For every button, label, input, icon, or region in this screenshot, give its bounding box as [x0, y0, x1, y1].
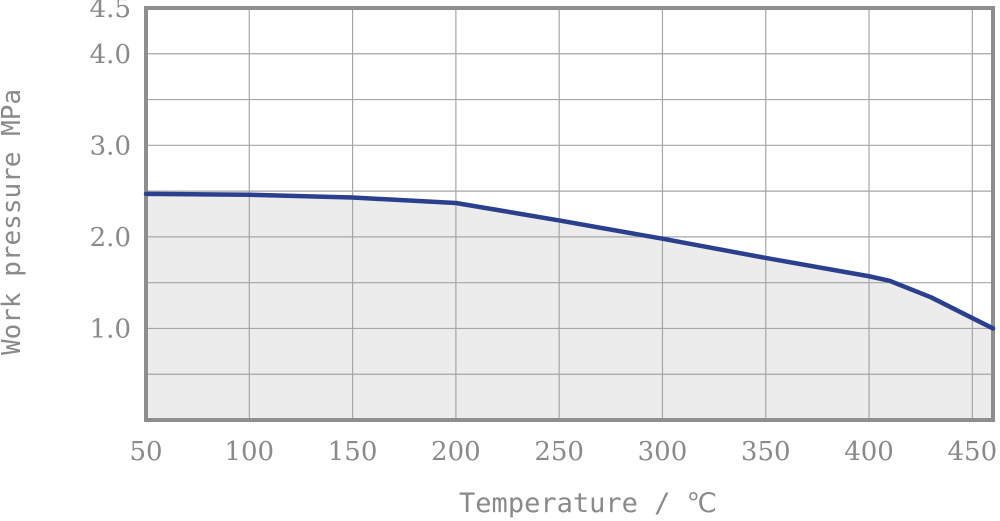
y-tick-label: 1.0	[90, 314, 131, 344]
x-tick-label: 50	[129, 437, 162, 467]
x-tick-label: 350	[741, 437, 791, 467]
x-axis-title: Temperature / ℃	[459, 488, 717, 519]
y-tick-label: 2.0	[90, 223, 131, 253]
x-tick-label: 400	[844, 437, 894, 467]
y-axis-title: Work pressure MPa	[0, 89, 27, 355]
y-tick-label: 4.5	[90, 0, 131, 24]
series-line	[143, 191, 996, 331]
area-fill	[146, 193, 993, 420]
x-tick-label: 250	[534, 437, 584, 467]
plot-area	[143, 6, 996, 422]
x-axis-ticks: 50 100 150 200 250 300 350 400 450	[129, 437, 997, 467]
x-tick-label: 150	[328, 437, 378, 467]
x-tick-label: 450	[948, 437, 998, 467]
plot-frame	[144, 6, 995, 422]
y-tick-label: 4.0	[90, 40, 131, 70]
x-tick-label: 100	[224, 437, 274, 467]
y-axis-ticks: 1.0 2.0 3.0 4.0 4.5	[90, 0, 131, 344]
x-tick-label: 300	[638, 437, 688, 467]
x-tick-label: 200	[431, 437, 481, 467]
y-tick-label: 3.0	[90, 131, 131, 161]
